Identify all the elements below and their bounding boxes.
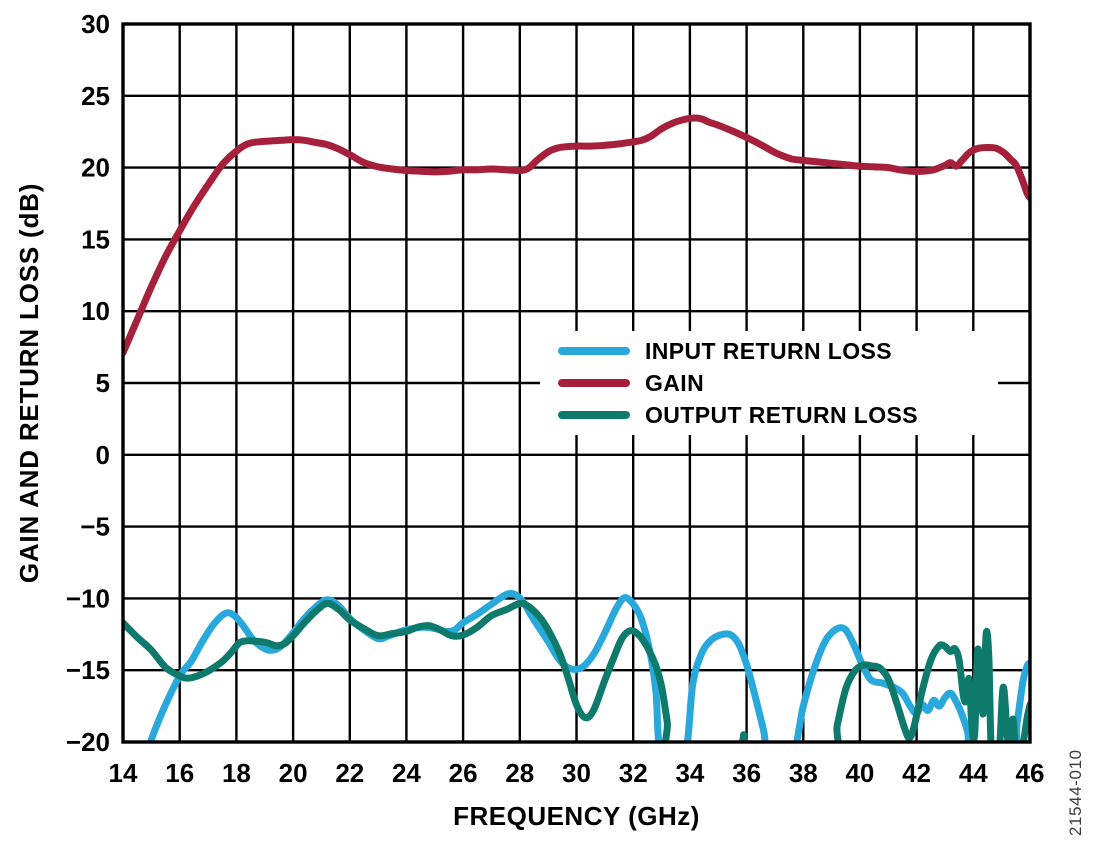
y-axis-title: GAIN AND RETURN LOSS (dB) — [14, 182, 44, 584]
legend-swatch-line — [558, 411, 630, 419]
y-tick-label: 5 — [96, 368, 110, 398]
y-tick-label: 30 — [81, 9, 110, 39]
y-tick-label: 25 — [81, 81, 110, 111]
legend-label: GAIN — [645, 369, 705, 396]
x-tick-label: 46 — [1016, 758, 1045, 788]
legend-item: INPUT RETURN LOSS — [558, 339, 998, 363]
x-tick-label: 36 — [732, 758, 761, 788]
x-tick-label: 30 — [562, 758, 591, 788]
x-tick-label: 18 — [222, 758, 251, 788]
y-tick-label: 15 — [81, 224, 110, 254]
x-tick-label: 26 — [449, 758, 478, 788]
x-tick-label: 24 — [392, 758, 421, 788]
y-tick-label: 20 — [81, 153, 110, 183]
legend-swatch-line — [558, 347, 630, 355]
series-line-gain — [123, 114, 1030, 357]
x-tick-label: 42 — [902, 758, 931, 788]
legend-swatch-line — [558, 379, 630, 387]
x-axis-title: FREQUENCY (GHz) — [453, 801, 700, 831]
legend-item: OUTPUT RETURN LOSS — [558, 403, 998, 427]
series-curves — [123, 114, 1030, 742]
series-line-output-return-loss — [123, 599, 1030, 742]
y-tick-label: −15 — [66, 655, 110, 685]
figure-number-watermark: 21544-010 — [1066, 749, 1085, 836]
y-tick-label: 0 — [96, 440, 110, 470]
x-tick-label: 32 — [619, 758, 648, 788]
x-tick-label: 16 — [165, 758, 194, 788]
x-tick-label: 22 — [335, 758, 364, 788]
legend: INPUT RETURN LOSS GAIN OUTPUT RETURN LOSS — [540, 331, 998, 435]
x-tick-label: 34 — [675, 758, 704, 788]
y-tick-label: −20 — [66, 727, 110, 757]
x-tick-label: 14 — [109, 758, 138, 788]
x-tick-label: 20 — [279, 758, 308, 788]
y-tick-label: −10 — [66, 583, 110, 613]
plot-border — [121, 22, 1032, 744]
y-tick-label: 10 — [81, 296, 110, 326]
legend-label: OUTPUT RETURN LOSS — [645, 401, 918, 428]
x-tick-label: 28 — [505, 758, 534, 788]
legend-item: GAIN — [558, 371, 998, 395]
x-tick-label: 44 — [959, 758, 988, 788]
legend-label: INPUT RETURN LOSS — [645, 337, 893, 364]
y-tick-label: −5 — [80, 512, 110, 542]
x-tick-label: 38 — [789, 758, 818, 788]
series-line-input-return-loss — [146, 589, 1030, 742]
x-tick-label: 40 — [845, 758, 874, 788]
